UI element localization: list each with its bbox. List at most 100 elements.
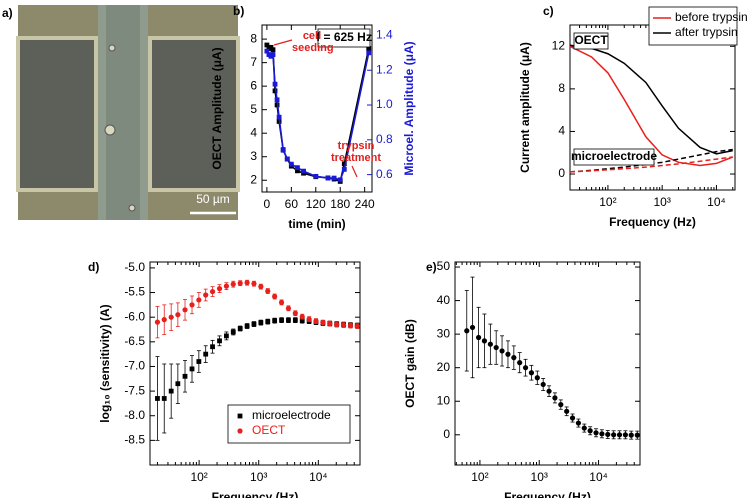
annotation: f = 625 Hz (316, 30, 372, 44)
point (337, 177, 343, 183)
point (237, 413, 243, 419)
point (203, 292, 209, 298)
point (285, 305, 292, 311)
y-tick-label: 30 (437, 326, 451, 340)
point (587, 428, 593, 434)
plot-frame (454, 261, 641, 466)
point (272, 81, 278, 87)
point (366, 46, 372, 51)
point (276, 114, 282, 120)
panel-label: c) (543, 4, 554, 18)
x-axis-title: Frequency (Hz) (212, 490, 299, 498)
point (284, 156, 290, 162)
point (175, 381, 181, 387)
electrode-left (16, 36, 98, 192)
y-tick-label: -6.0 (124, 309, 145, 323)
point (292, 317, 298, 323)
y-axis-title: OECT Amplitude (μA) (210, 47, 224, 169)
point (295, 165, 300, 171)
point (469, 324, 476, 331)
point (634, 432, 640, 438)
x-tick-label: 0 (264, 197, 271, 211)
point (210, 344, 215, 350)
point (272, 318, 278, 324)
y-tick-label: 5 (250, 102, 257, 116)
annotation: microelectrode (571, 149, 657, 163)
point (299, 318, 305, 324)
point (558, 402, 564, 408)
x-tick-label: 10⁴ (589, 470, 608, 484)
annotation-box (573, 32, 609, 50)
point (522, 365, 529, 371)
point (168, 388, 174, 394)
point (223, 283, 230, 289)
legend-label: microelectrode (252, 408, 331, 422)
point (189, 366, 195, 372)
point (196, 297, 202, 303)
annotation: OECT (574, 33, 608, 47)
y-tick-label: 6 (250, 78, 257, 92)
point (182, 307, 188, 313)
panel-label: b) (233, 4, 244, 18)
point (265, 319, 271, 325)
y-tick-label: 12 (552, 38, 566, 52)
point (280, 147, 286, 153)
series-line (569, 45, 734, 167)
scale-bar-label: 50 µm (196, 192, 230, 206)
point (264, 42, 270, 48)
y-tick-label: 4 (250, 125, 257, 139)
y-tick-label: -8.5 (124, 433, 145, 447)
series-line (569, 156, 733, 173)
y-tick-label: 40 (437, 293, 451, 307)
y-tick-label: -7.5 (124, 383, 145, 397)
panel-label: e) (426, 260, 437, 274)
point (306, 316, 312, 322)
point (546, 388, 552, 394)
point (182, 373, 188, 379)
point (325, 175, 331, 181)
point (313, 173, 319, 179)
point (168, 314, 174, 320)
point (464, 328, 470, 334)
y-axis-title: log₁₀ (sensitivity) (A) (98, 304, 112, 422)
y-tick-label: 8 (558, 81, 565, 95)
y-tick-label: -8.0 (124, 408, 145, 422)
annotation-box (573, 148, 655, 166)
x-axis-title: Frequency (Hz) (504, 490, 591, 498)
electrode-right (148, 36, 240, 192)
annotation: trypsin treatment (330, 140, 382, 164)
point (270, 52, 276, 57)
point (299, 314, 305, 320)
point (258, 284, 264, 290)
annotation-arrow (273, 39, 293, 46)
point (209, 288, 216, 295)
annotation-arrow (351, 165, 358, 178)
point (481, 338, 488, 344)
point (331, 175, 337, 181)
point (593, 430, 599, 436)
point (320, 320, 326, 326)
point (581, 425, 587, 431)
point (575, 420, 582, 426)
point (274, 97, 280, 103)
y2-tick-label: 0.6 (376, 167, 393, 181)
channel-center (106, 5, 140, 220)
point (244, 323, 250, 329)
y2-tick-label: 1.2 (376, 62, 393, 76)
y2-tick-label: 1.0 (376, 97, 393, 111)
point (216, 286, 223, 292)
annotation: cell seeding (292, 30, 334, 54)
x-tick-label: 180 (330, 197, 350, 211)
point (237, 280, 243, 286)
x-tick-label: 10³ (653, 195, 670, 209)
point (476, 334, 482, 341)
y-tick-label: 8 (250, 31, 257, 45)
point (272, 293, 278, 300)
legend-label: after trypsin (675, 25, 738, 39)
point (237, 428, 243, 434)
point (505, 351, 511, 357)
point (347, 322, 354, 329)
point (628, 432, 634, 438)
